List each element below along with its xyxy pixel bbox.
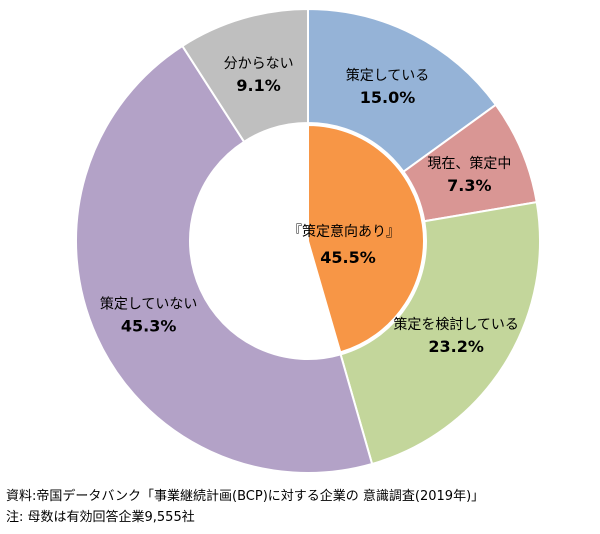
chart-notes: 資料:帝国データバンク「事業継続計画(BCP)に対する企業の 意識調査(2019… xyxy=(6,486,484,528)
donut-slice-1 xyxy=(307,7,498,174)
inner-value: 45.5% xyxy=(320,248,376,267)
donut-slice-3 xyxy=(339,200,541,466)
slice-label-2: 現在、策定中 xyxy=(427,155,511,172)
slice-value-4: 45.3% xyxy=(121,316,177,335)
inner-pie-slice xyxy=(307,123,425,354)
slice-label-3: 策定を検討している xyxy=(393,316,519,333)
inner-label: 『策定意向あり』 xyxy=(288,223,400,240)
slice-label-5: 分からない xyxy=(224,56,294,72)
slice-value-5: 9.1% xyxy=(236,76,280,95)
slice-label-1: 策定している xyxy=(346,67,430,84)
sample-note: 注: 母数は有効回答企業9,555社 xyxy=(6,510,195,525)
slice-value-3: 23.2% xyxy=(428,337,484,356)
inner-pie xyxy=(192,123,425,357)
slice-value-1: 15.0% xyxy=(360,88,416,107)
donut-slices xyxy=(75,7,541,474)
donut-chart: 策定している 15.0% 現在、策定中 7.3% 策定を検討している 23.2% 策定してい… xyxy=(75,7,541,474)
slice-value-2: 7.3% xyxy=(447,176,491,195)
slice-label-4: 策定していない xyxy=(100,295,198,312)
donut-slice-5 xyxy=(180,7,309,144)
donut-slice-4 xyxy=(75,44,374,474)
source-note: 資料:帝国データバンク「事業継続計画(BCP)に対する企業の 意識調査(2019… xyxy=(6,489,485,504)
slice-labels: 策定している 15.0% 現在、策定中 7.3% 策定を検討している 23.2% 策定してい… xyxy=(100,56,519,356)
